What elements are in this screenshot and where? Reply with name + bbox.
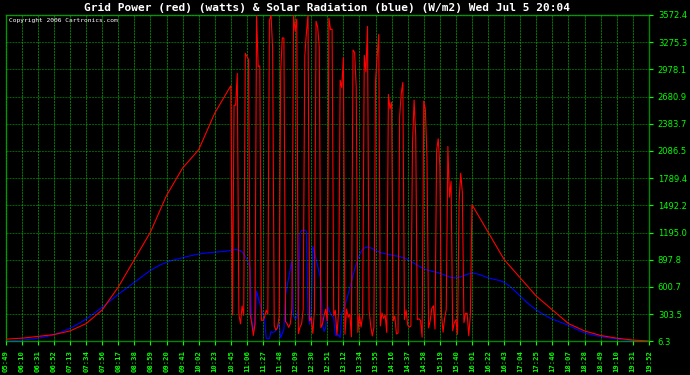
Text: Copyright 2006 Cartronics.com: Copyright 2006 Cartronics.com bbox=[9, 18, 118, 23]
Title: Grid Power (red) (watts) & Solar Radiation (blue) (W/m2) Wed Jul 5 20:04: Grid Power (red) (watts) & Solar Radiati… bbox=[84, 3, 571, 13]
